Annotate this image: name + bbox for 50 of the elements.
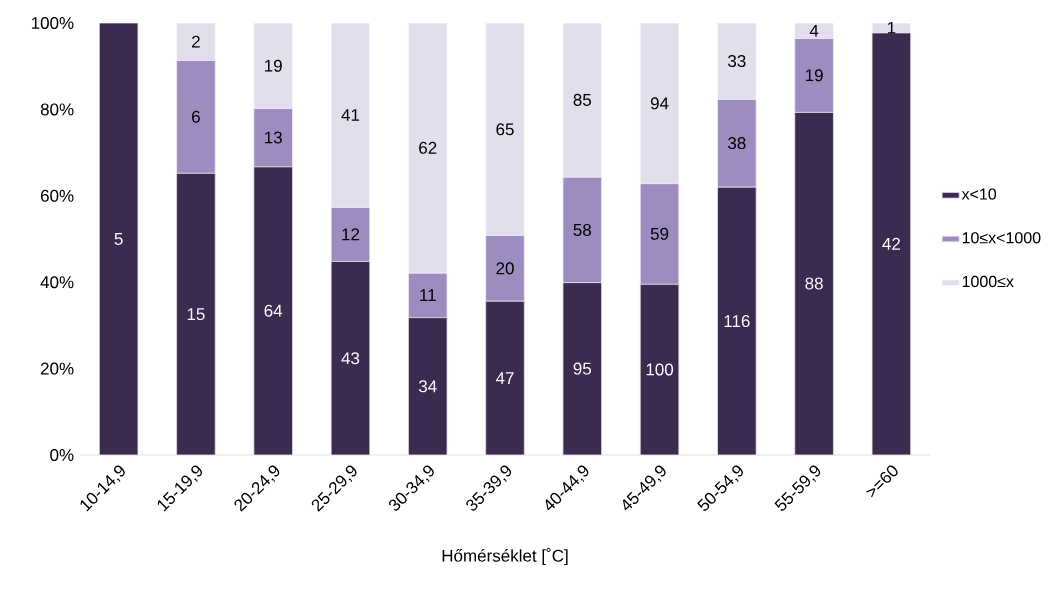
- legend-label: x<10: [961, 188, 997, 200]
- annotation: 15: [187, 308, 205, 321]
- annotation: 11: [420, 289, 436, 301]
- bar: [717, 186, 757, 455]
- annotation: 12: [342, 228, 360, 241]
- y-tick-label: 100%: [31, 16, 74, 30]
- annotation: 33: [728, 54, 746, 68]
- annotation: 95: [573, 362, 592, 375]
- bar: [253, 166, 293, 455]
- annotation: 94: [650, 97, 669, 110]
- annotation: 19: [805, 69, 823, 82]
- bar: [485, 300, 525, 455]
- bar: [330, 261, 371, 455]
- annotation: 5: [114, 233, 123, 245]
- annotation: 38: [728, 137, 746, 150]
- legend-label: 1000≤x: [962, 275, 1014, 288]
- annotation: 34: [418, 380, 437, 393]
- annotation: 88: [805, 277, 823, 290]
- y-tick-label: 0%: [50, 448, 74, 462]
- annotation: 64: [264, 304, 283, 317]
- bar: [408, 317, 448, 455]
- annotation: 59: [650, 227, 669, 240]
- bar: [562, 282, 602, 455]
- x-axis-title: Hőmérséklet [˚C]: [442, 547, 568, 566]
- annotation: 42: [882, 237, 900, 250]
- annotation: 20: [496, 262, 514, 275]
- annotation: 4: [809, 24, 819, 37]
- bar: [98, 22, 139, 455]
- annotation: 100: [646, 363, 674, 376]
- annotation: 19: [265, 59, 282, 72]
- y-tick-label: 60%: [40, 189, 74, 202]
- annotation: 41: [341, 109, 360, 121]
- annotation: 6: [192, 110, 200, 123]
- annotation: 13: [265, 131, 282, 144]
- y-tick-label: 40%: [40, 276, 74, 289]
- annotation: 62: [419, 141, 437, 154]
- annotation: 58: [573, 223, 591, 236]
- bar: [176, 172, 216, 455]
- annotation: 65: [496, 123, 514, 136]
- annotation: 47: [495, 372, 514, 384]
- annotation: 1: [887, 21, 896, 34]
- y-tick-label: 80%: [40, 103, 74, 116]
- annotation: 2: [192, 35, 200, 48]
- annotation: 85: [573, 93, 592, 106]
- annotation: 116: [724, 315, 750, 328]
- y-tick-label: 20%: [40, 362, 74, 375]
- annotation: 43: [341, 352, 360, 365]
- legend-label: 10≤x<1000: [962, 232, 1041, 244]
- bar: [794, 112, 834, 455]
- bar: [639, 283, 680, 455]
